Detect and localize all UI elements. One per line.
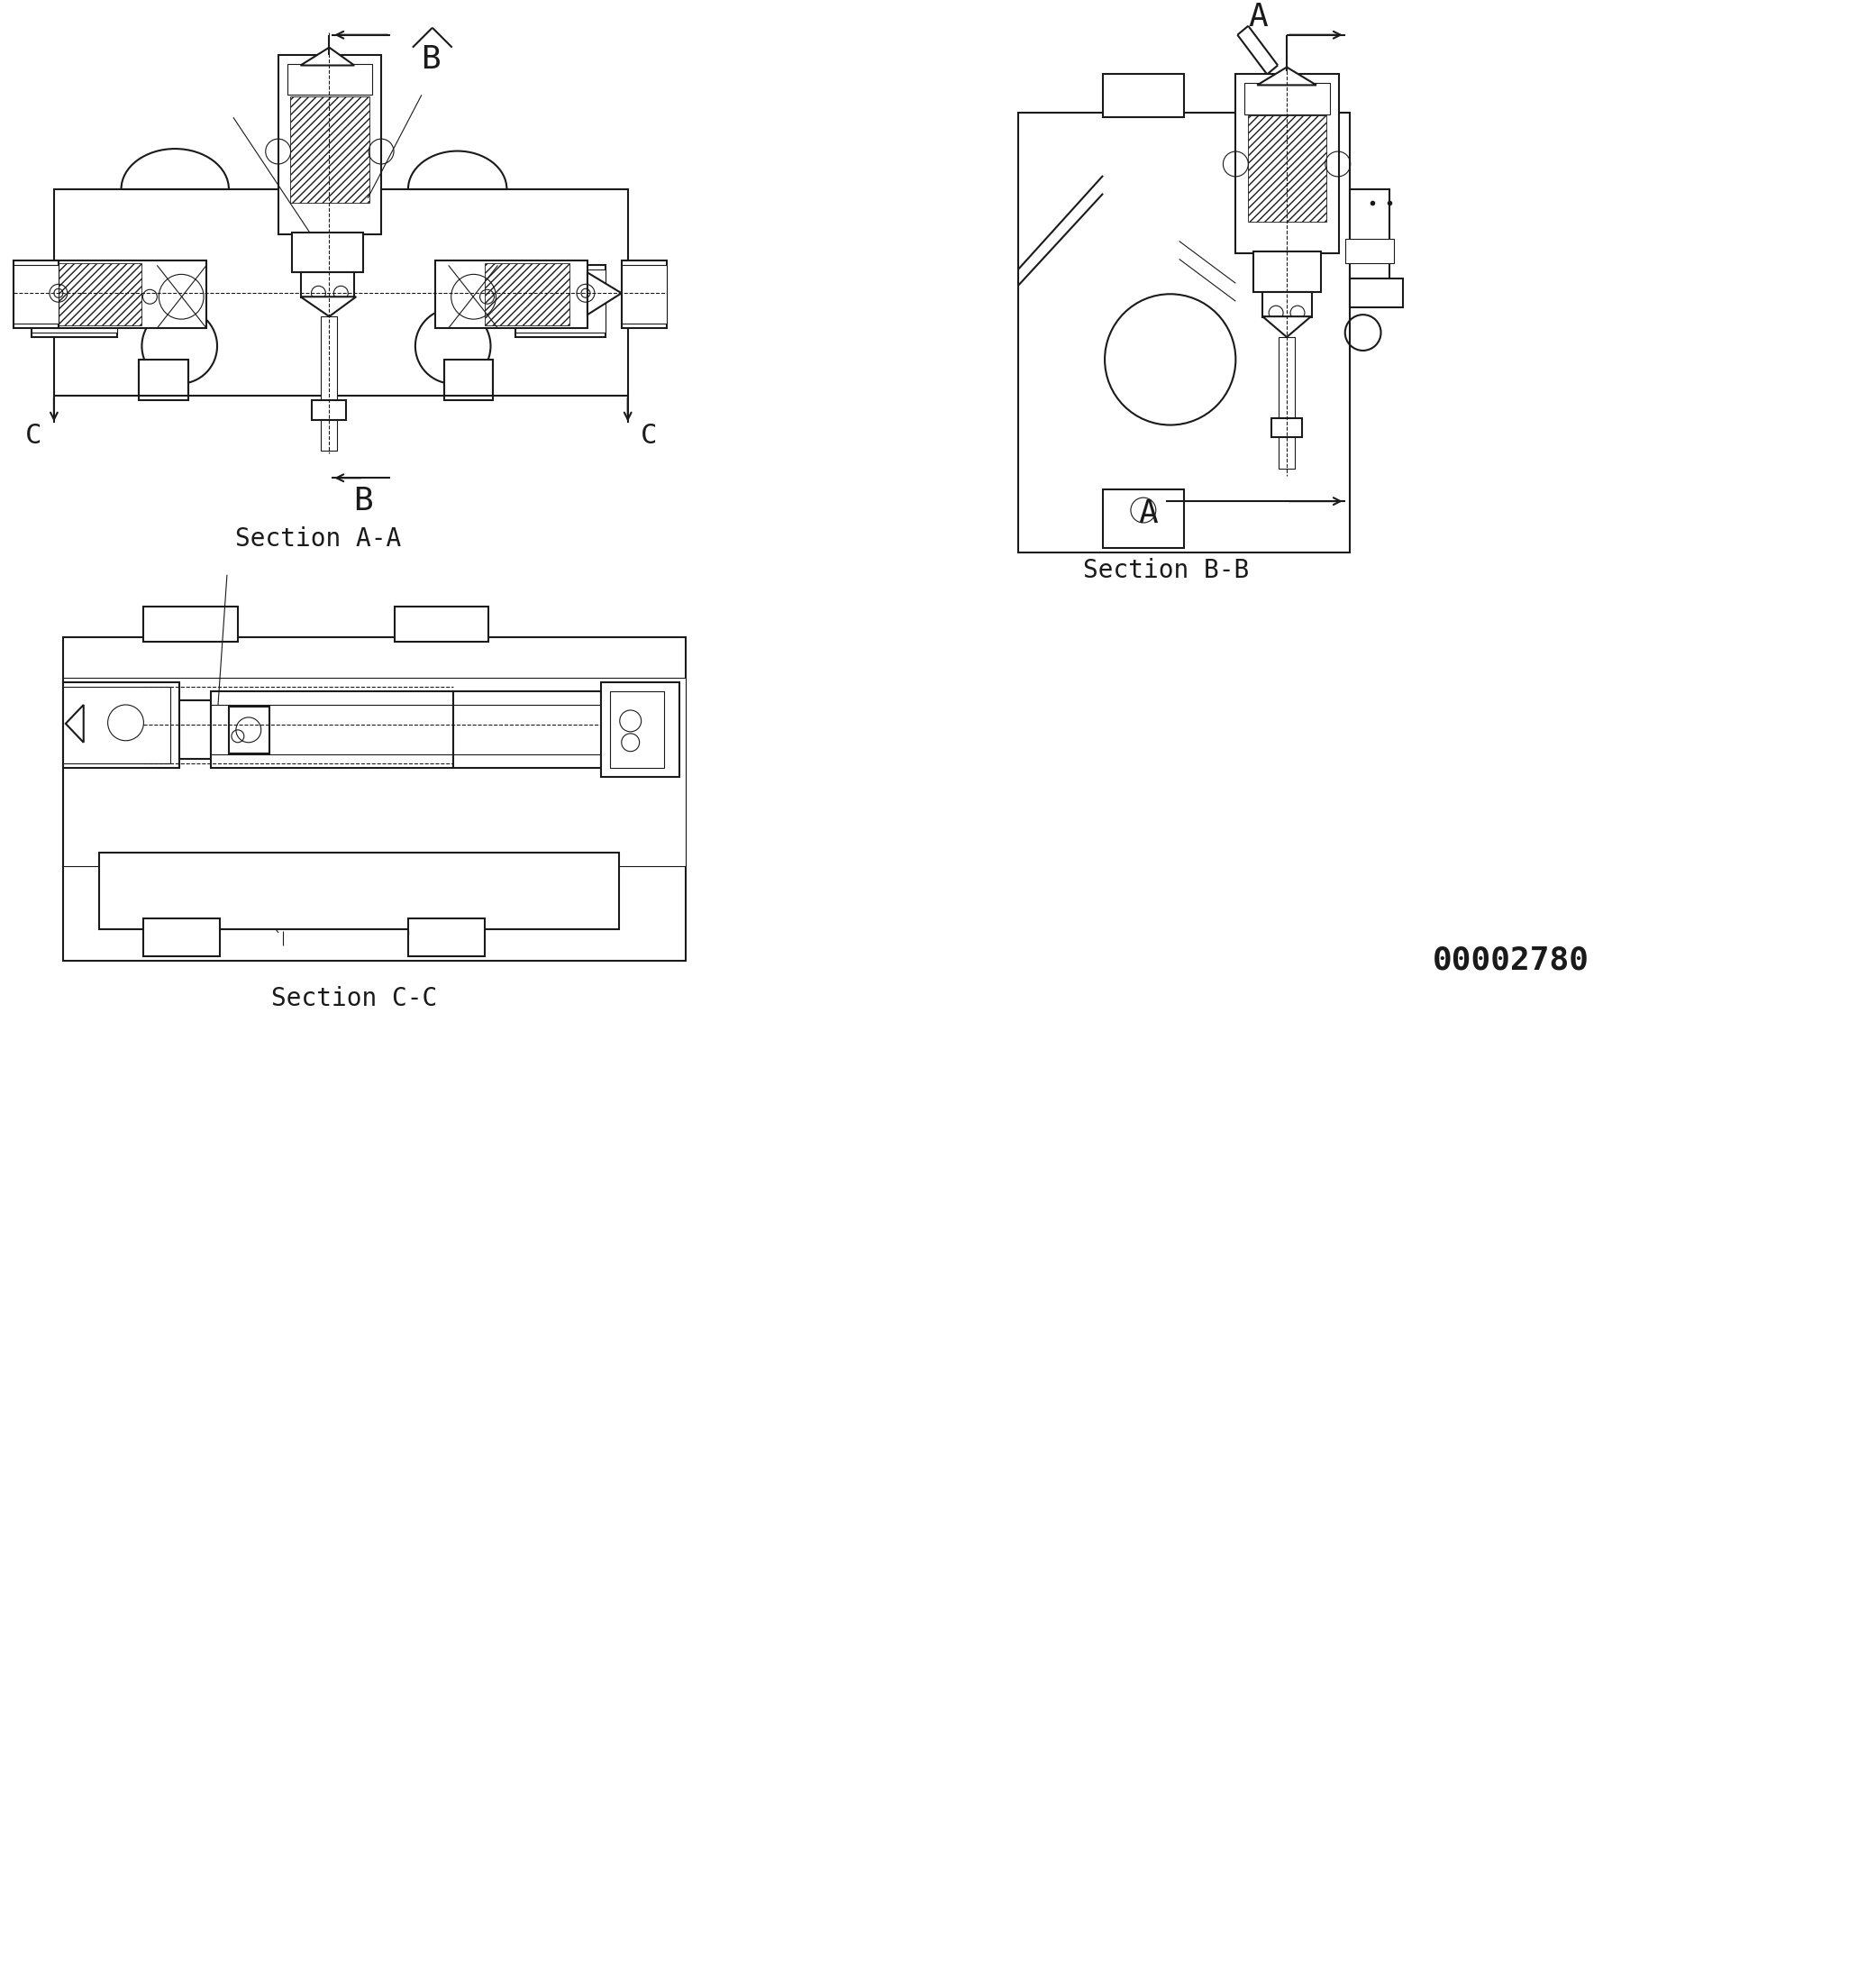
Text: Section B-B: Section B-B [1082, 557, 1249, 583]
Bar [445, 359, 493, 400]
Text: Section C-C: Section C-C [272, 985, 437, 1011]
Bar [64, 687, 171, 764]
Bar [394, 607, 490, 642]
Bar [516, 269, 606, 332]
Polygon shape [300, 47, 355, 65]
Text: Section A-A: Section A-A [236, 526, 401, 552]
Bar [1248, 116, 1326, 222]
Text: C: C [24, 422, 41, 450]
Bar [99, 852, 619, 928]
Bar [300, 273, 355, 298]
Bar [32, 269, 116, 332]
Bar [1103, 489, 1184, 548]
Bar [311, 400, 347, 420]
Bar [321, 316, 338, 414]
Bar [610, 691, 664, 768]
Bar [64, 677, 687, 866]
Bar [291, 232, 364, 273]
Bar [621, 261, 666, 328]
Bar [54, 261, 206, 328]
Text: B: B [353, 487, 373, 516]
Polygon shape [1257, 67, 1317, 84]
Bar [278, 55, 381, 234]
Bar [600, 683, 679, 777]
Bar [1279, 438, 1294, 469]
Bar [452, 691, 600, 768]
Bar [1349, 279, 1403, 308]
Bar [144, 607, 238, 642]
Bar [289, 96, 370, 202]
Bar [1345, 238, 1394, 263]
Bar [321, 420, 338, 451]
Bar [1253, 251, 1321, 292]
Bar [64, 683, 180, 768]
Bar [139, 359, 188, 400]
Bar [56, 263, 143, 326]
Bar [210, 691, 452, 768]
Bar [409, 919, 484, 956]
Bar [1272, 418, 1302, 438]
Bar [1236, 75, 1339, 253]
Text: C: C [640, 422, 657, 450]
Bar [621, 265, 666, 324]
Bar [210, 705, 452, 754]
Text: A: A [1248, 2, 1268, 31]
Text: B: B [420, 43, 441, 75]
Bar [229, 707, 268, 754]
Bar [180, 701, 210, 758]
Bar [13, 265, 58, 324]
Bar [54, 188, 628, 395]
Text: 00002780: 00002780 [1433, 944, 1589, 976]
Bar [484, 263, 570, 326]
Bar [516, 265, 606, 338]
Text: ': ' [403, 930, 413, 944]
Polygon shape [1263, 316, 1311, 338]
Bar [1279, 338, 1294, 432]
Bar [13, 261, 58, 328]
Bar [1263, 292, 1311, 318]
Bar [64, 638, 687, 960]
Text: A: A [1139, 499, 1157, 530]
Text: `: ` [274, 930, 281, 944]
Bar [32, 265, 116, 338]
Bar [287, 63, 371, 94]
Bar [1349, 188, 1390, 279]
Polygon shape [23, 273, 54, 314]
Bar [1019, 114, 1349, 552]
Bar [1103, 75, 1184, 118]
Bar [435, 261, 587, 328]
Polygon shape [300, 296, 356, 316]
Bar [1244, 82, 1330, 114]
Bar [144, 919, 219, 956]
Polygon shape [587, 273, 621, 314]
Polygon shape [66, 705, 84, 742]
Bar [452, 705, 600, 754]
